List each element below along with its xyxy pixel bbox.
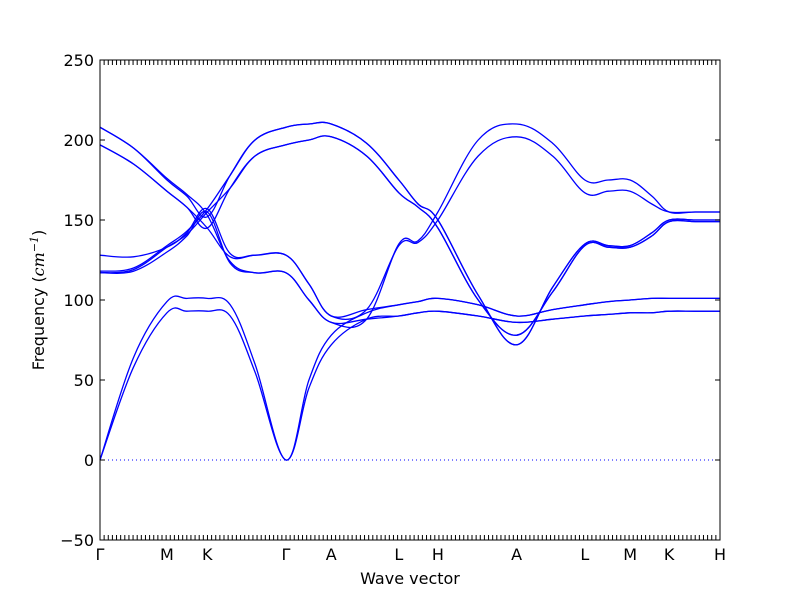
- high-symmetry-label: M: [623, 545, 637, 564]
- y-axis-title-exponent: −1: [28, 236, 41, 252]
- high-symmetry-label: H: [714, 545, 726, 564]
- phonon-band-10: [99, 123, 720, 329]
- y-axis-title-unit: cm: [29, 252, 48, 276]
- high-symmetry-label: L: [580, 545, 589, 564]
- y-tick-label: 200: [63, 131, 94, 150]
- y-axis-title-text: Frequency (: [29, 276, 48, 370]
- high-symmetry-label: A: [511, 545, 522, 564]
- y-tick-label: 250: [63, 51, 94, 70]
- y-tick-label: 0: [84, 451, 94, 470]
- series-layer: [99, 121, 720, 461]
- high-symmetry-label: M: [160, 545, 174, 564]
- phonon-band-9: [99, 136, 720, 320]
- y-tick-label: 50: [74, 371, 94, 390]
- phonon-band-4: [99, 207, 720, 318]
- high-symmetry-label: K: [202, 545, 213, 564]
- y-tick-labels: −50 0 50 100 150 200 250: [60, 51, 94, 550]
- tick-layer: [99, 59, 721, 541]
- high-symmetry-label: H: [432, 545, 444, 564]
- high-symmetry-label: A: [326, 545, 337, 564]
- high-symmetry-label: Γ: [96, 545, 105, 564]
- high-symmetry-label: K: [664, 545, 675, 564]
- plot-frame: [99, 59, 721, 541]
- x-axis-title: Wave vector: [360, 569, 460, 588]
- high-symmetry-label: L: [394, 545, 403, 564]
- y-axis-title: Frequency (cm−1): [28, 230, 48, 371]
- y-axis-title-close: ): [29, 230, 48, 236]
- y-tick-label: −50: [60, 531, 94, 550]
- y-tick-label: 100: [63, 291, 94, 310]
- y-tick-label: 150: [63, 211, 94, 230]
- phonon-band-8: [99, 121, 720, 346]
- high-symmetry-label: Γ: [282, 545, 291, 564]
